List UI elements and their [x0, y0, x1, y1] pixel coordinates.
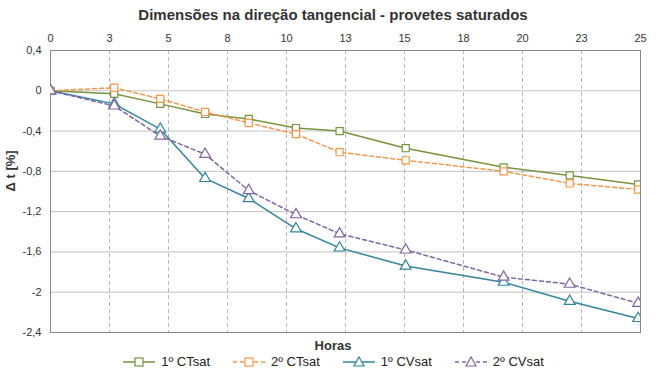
- html-text:2º CTsat: 2º CTsat: [271, 354, 320, 369]
- svg-text:-1,6: -1,6: [23, 245, 42, 257]
- svg-text:-2,4: -2,4: [23, 326, 42, 338]
- svg-text:5: 5: [165, 32, 171, 44]
- svg-text:Δ t [%]: Δ t [%]: [3, 150, 18, 191]
- html-text:2º CVsat: 2º CVsat: [492, 354, 544, 369]
- html-text:1º CVsat: 1º CVsat: [380, 354, 432, 369]
- svg-text:20: 20: [516, 32, 528, 44]
- svg-text:-1,2: -1,2: [23, 205, 42, 217]
- svg-text:13: 13: [339, 32, 351, 44]
- svg-text:15: 15: [398, 32, 410, 44]
- svg-text:-0,4: -0,4: [23, 125, 42, 137]
- svg-text:-0,8: -0,8: [23, 165, 42, 177]
- svg-text:25: 25: [634, 32, 646, 44]
- svg-text:0: 0: [35, 84, 41, 96]
- svg-text:18: 18: [457, 32, 469, 44]
- svg-text:0: 0: [47, 32, 53, 44]
- svg-text:23: 23: [575, 32, 587, 44]
- svg-text:10: 10: [280, 32, 292, 44]
- html-text:Horas: Horas: [314, 338, 352, 353]
- html-text:Dimensões na direção tangencia: Dimensões na direção tangencial - provet…: [138, 6, 528, 23]
- html-text:1º CTsat: 1º CTsat: [161, 354, 210, 369]
- svg-text:-2: -2: [32, 286, 42, 298]
- svg-text:0,4: 0,4: [26, 44, 41, 56]
- svg-text:3: 3: [106, 32, 112, 44]
- svg-text:8: 8: [224, 32, 230, 44]
